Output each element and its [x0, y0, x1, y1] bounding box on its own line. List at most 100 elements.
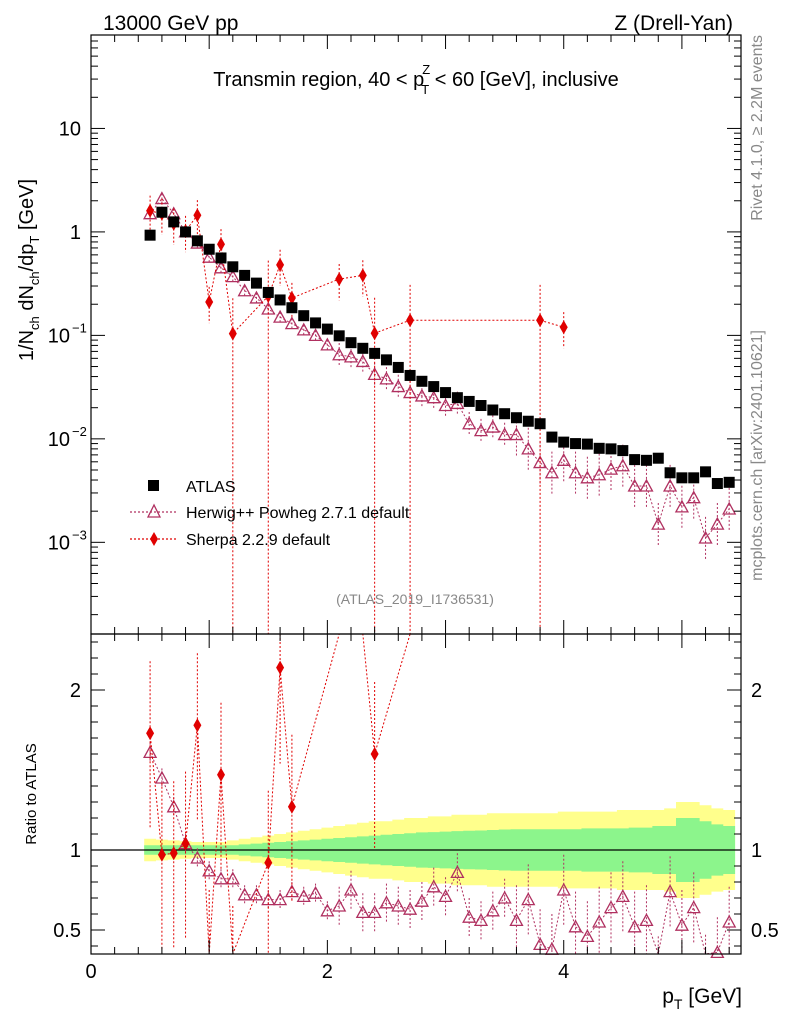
header-right: Z (Drell-Yan) [614, 12, 733, 35]
herwig-point [686, 490, 701, 504]
atlas-point [510, 412, 522, 424]
sherpa-point [228, 326, 237, 341]
main-title-sup: Z [422, 62, 430, 77]
atlas-point [617, 445, 629, 457]
ratio-sherpa-point [276, 660, 285, 675]
herwig-point [651, 516, 666, 530]
ratio-ytick-label-right: 0.5 [751, 920, 779, 942]
legend-marker-atlas [148, 480, 159, 491]
legend: ATLAS Herwig++ Powheg 2.7.1 default Sher… [130, 479, 410, 549]
xlabel-b: [GeV] [682, 985, 742, 1008]
atlas-point [676, 472, 688, 484]
ratio-sherpa-point [287, 799, 296, 814]
ratio-herwig-point [627, 919, 642, 933]
ylabel-d: [GeV] [16, 179, 38, 236]
herwig-point [544, 465, 560, 479]
atlas-point [581, 438, 593, 450]
ratio-herwig-point [710, 945, 725, 959]
ratio-herwig-point [225, 871, 240, 885]
atlas-point [180, 226, 192, 238]
main-title: Transmin region, 40 < pZ T < 60 [GeV], in… [213, 62, 619, 97]
atlas-point [321, 323, 333, 335]
ratio-herwig-point [367, 905, 382, 919]
legend-label-herwig: Herwig++ Powheg 2.7.1 default [186, 505, 410, 522]
herwig-point [592, 467, 607, 481]
ratio-herwig-point [662, 884, 678, 898]
atlas-point [428, 381, 440, 393]
mcplots-label: mcplots.cern.ch [arXiv:2401.10621] [749, 330, 766, 581]
atlas-point [168, 216, 180, 228]
atlas-point [487, 404, 499, 416]
herwig-point [343, 349, 359, 363]
atlas-point [286, 302, 298, 314]
ratio-herwig-point [722, 914, 737, 928]
ratio-herwig-point [462, 909, 477, 923]
ratio-sherpa-point [181, 836, 190, 851]
herwig-point [213, 260, 229, 274]
atlas-point [629, 454, 641, 466]
ratio-herwig-point [509, 913, 524, 927]
ratio-axes: 0.5 0.5 1 1 2 2 0 2 4 [53, 634, 779, 983]
main-ytick-exponent: −3 [72, 527, 87, 542]
legend-marker-herwig [146, 503, 162, 518]
ratio-panel: 0.5 0.5 1 1 2 2 0 2 4 Ratio to ATLAS pT [GeV] [23, 633, 779, 1012]
ylabel-c: /dp [16, 244, 38, 272]
ratio-xtick-label: 4 [558, 961, 569, 983]
ratio-herwig-point [402, 901, 418, 915]
ratio-herwig-point [213, 871, 229, 885]
ratio-herwig-point [308, 885, 323, 899]
atlas-point [440, 387, 452, 399]
herwig-point [438, 398, 453, 412]
herwig-point [556, 452, 571, 466]
atlas-point [570, 438, 582, 450]
ratio-ytick-label-right: 2 [751, 680, 762, 702]
xlabel-sub: T [674, 996, 683, 1012]
atlas-point [558, 436, 570, 448]
sherpa-point [559, 320, 568, 335]
ratio-herwig-point [332, 898, 347, 912]
ratio-xtick-label: 2 [322, 961, 333, 983]
atlas-point [534, 418, 546, 430]
main-ytick-exponent: −2 [72, 424, 87, 439]
herwig-point [142, 206, 158, 220]
ratio-ytick-label-left: 2 [70, 680, 81, 702]
ratio-herwig-point [580, 929, 595, 943]
atlas-point [392, 361, 404, 373]
herwig-point [485, 419, 500, 433]
atlas-point [239, 269, 251, 281]
atlas-point [451, 392, 463, 404]
atlas-point [475, 400, 487, 412]
ratio-herwig-point [426, 879, 441, 893]
ratio-xlabel: pT [GeV] [662, 985, 742, 1012]
herwig-point [521, 441, 536, 455]
header-left: 13000 GeV pp [103, 12, 238, 35]
herwig-point [662, 478, 678, 492]
herwig-point [320, 337, 335, 351]
sherpa-point [358, 268, 367, 283]
atlas-point [215, 252, 227, 264]
ratio-herwig-point [485, 903, 500, 917]
herwig-point [308, 328, 323, 342]
ratio-series-layer [142, 633, 737, 959]
herwig-point [284, 316, 300, 330]
ratio-herwig-point [296, 889, 311, 903]
herwig-point [674, 499, 690, 513]
herwig-point [532, 455, 548, 469]
herwig-point [497, 427, 512, 441]
atlas-point [298, 310, 310, 322]
ylabel-b-sub: ch [27, 271, 42, 285]
sherpa-point [370, 326, 379, 341]
ratio-herwig-point [237, 887, 252, 901]
ratio-herwig-point [343, 882, 359, 896]
herwig-point [391, 379, 406, 393]
sherpa-point [146, 203, 155, 218]
herwig-point [627, 478, 642, 492]
main-ytick-label: 10 [48, 325, 70, 347]
ratio-herwig-point [473, 913, 489, 927]
ratio-herwig-point [249, 887, 264, 901]
ratio-herwig-point [450, 865, 465, 879]
ratio-sherpa-point [370, 747, 379, 761]
ratio-ytick-label-left: 1 [70, 840, 81, 862]
